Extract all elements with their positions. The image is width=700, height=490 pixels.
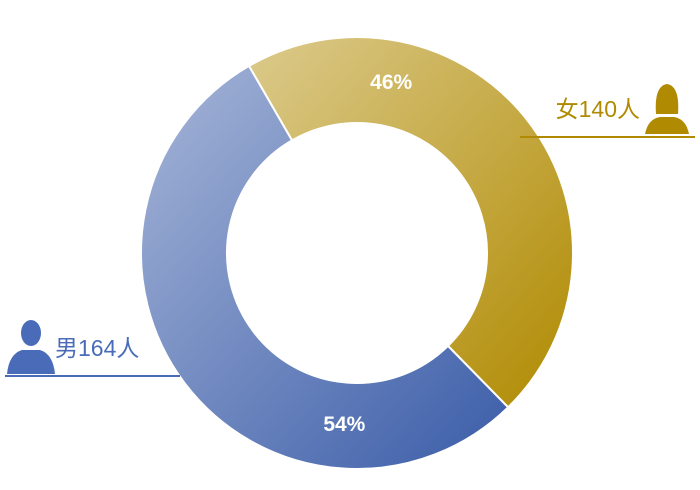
slice [247, 36, 574, 409]
donut [140, 36, 574, 470]
value-label: 46% [370, 71, 412, 94]
value-label: 54% [323, 413, 365, 436]
value-labels: 46% 54% [323, 71, 412, 436]
category-label: 女140人 [556, 96, 640, 122]
slice [140, 64, 510, 470]
male-icon [7, 320, 55, 374]
category-label: 男164人 [55, 335, 139, 361]
female-icon [645, 84, 689, 134]
